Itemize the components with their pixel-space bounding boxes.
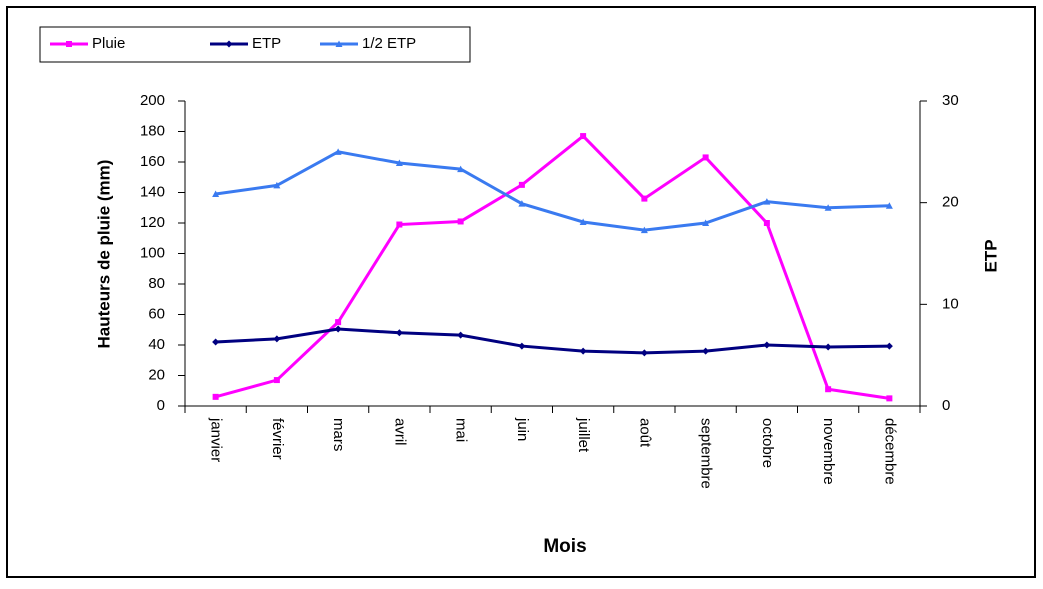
data-point	[579, 218, 587, 225]
y2-tick-label: 20	[942, 194, 959, 211]
x-tick-label: juillet	[575, 417, 592, 453]
x-tick-label: juin	[514, 417, 531, 441]
x-tick-label: février	[269, 418, 286, 460]
x-tick-label: avril	[391, 418, 408, 446]
legend-marker	[335, 40, 343, 47]
data-point	[212, 190, 220, 198]
x-tick-label: novembre	[820, 418, 837, 485]
data-point	[824, 343, 832, 351]
y2-tick-label: 10	[942, 295, 959, 312]
data-point	[885, 202, 893, 209]
legend-marker	[66, 41, 72, 47]
data-point	[825, 386, 832, 393]
y-tick-label: 20	[148, 366, 165, 383]
data-point	[763, 220, 770, 226]
data-point	[579, 347, 587, 355]
data-point	[824, 204, 832, 211]
data-point	[273, 181, 281, 189]
data-point	[640, 349, 648, 357]
x-tick-label: septembre	[698, 418, 715, 489]
data-point	[518, 342, 526, 350]
legend-label: Pluie	[92, 35, 125, 52]
legend-marker	[225, 40, 233, 48]
y-tick-label: 180	[140, 122, 165, 139]
data-point	[518, 181, 525, 188]
data-point	[335, 319, 342, 326]
x-tick-label: mai	[453, 418, 470, 442]
y-tick-label: 40	[148, 336, 165, 353]
y2-tick-label: 0	[942, 397, 950, 414]
data-point	[334, 325, 342, 333]
data-point	[273, 377, 280, 384]
data-point	[641, 195, 648, 202]
data-point	[886, 395, 893, 402]
x-tick-label: mars	[330, 418, 347, 451]
y-axis-label: Hauteurs de pluie (mm)	[94, 160, 113, 349]
chart-frame	[6, 6, 1036, 578]
data-point	[763, 198, 771, 205]
y-tick-label: 160	[140, 153, 165, 170]
data-point	[885, 342, 893, 350]
legend-box	[39, 26, 471, 63]
y2-tick-label: 30	[942, 92, 959, 109]
x-tick-label: octobre	[759, 418, 776, 468]
data-point	[763, 341, 771, 349]
data-point	[212, 393, 219, 400]
y-tick-label: 100	[140, 244, 165, 261]
data-point	[702, 219, 710, 226]
legend-label: 1/2 ETP	[362, 35, 416, 52]
data-point	[273, 335, 281, 343]
x-tick-label: janvier	[208, 417, 225, 462]
data-point	[702, 347, 710, 355]
data-point	[640, 226, 648, 234]
y-tick-label: 80	[148, 275, 165, 292]
y-tick-label: 120	[140, 214, 165, 231]
y-tick-label: 140	[140, 183, 165, 200]
data-point	[518, 200, 526, 207]
data-point	[580, 133, 587, 140]
data-point	[396, 221, 403, 228]
y-tick-label: 200	[140, 92, 165, 109]
data-point	[457, 218, 464, 225]
data-point	[334, 148, 342, 155]
data-point	[395, 329, 403, 337]
data-point	[212, 338, 220, 346]
x-axis-label: Mois	[543, 536, 586, 557]
series-line	[215, 327, 890, 355]
y2-axis-label: ETP	[981, 239, 1000, 272]
data-point	[457, 331, 465, 339]
x-tick-label: décembre	[881, 418, 898, 485]
x-tick-label: août	[636, 418, 653, 448]
y-tick-label: 0	[157, 397, 165, 414]
legend-label: ETP	[252, 35, 281, 52]
data-point	[702, 154, 709, 161]
y-tick-label: 60	[148, 305, 165, 322]
data-point	[457, 165, 465, 173]
data-point	[395, 159, 403, 167]
series-line	[215, 150, 890, 232]
